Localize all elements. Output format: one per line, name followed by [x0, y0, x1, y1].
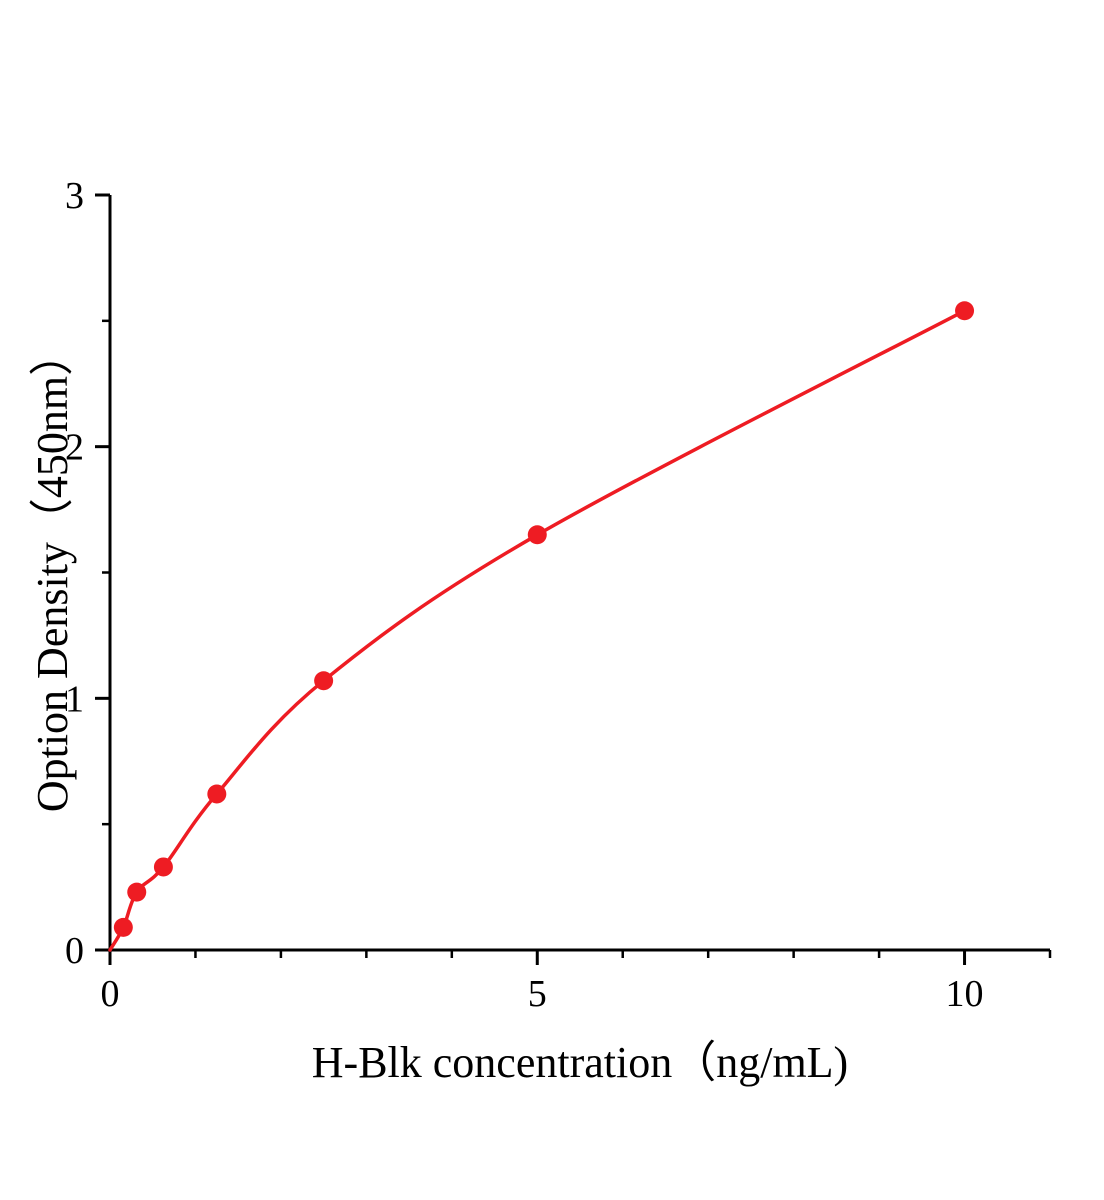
y-tick-label: 1	[65, 678, 84, 720]
data-point	[127, 882, 147, 902]
x-axis-label: H-Blk concentration（ng/mL)	[311, 1038, 849, 1087]
data-point	[207, 784, 227, 804]
y-tick-label: 2	[65, 427, 84, 469]
fit-curve	[108, 309, 967, 952]
x-tick-label: 5	[528, 973, 547, 1015]
y-tick-label: 0	[65, 930, 84, 972]
data-point	[527, 525, 547, 545]
data-point	[153, 857, 173, 877]
x-tick-label: 10	[946, 973, 984, 1015]
y-tick-label: 3	[65, 175, 84, 217]
data-point	[314, 671, 334, 691]
y-axis-label: Option Density（450nm）	[28, 331, 77, 813]
data-point	[113, 917, 133, 937]
x-tick-label: 0	[101, 973, 120, 1015]
data-point	[955, 301, 975, 321]
